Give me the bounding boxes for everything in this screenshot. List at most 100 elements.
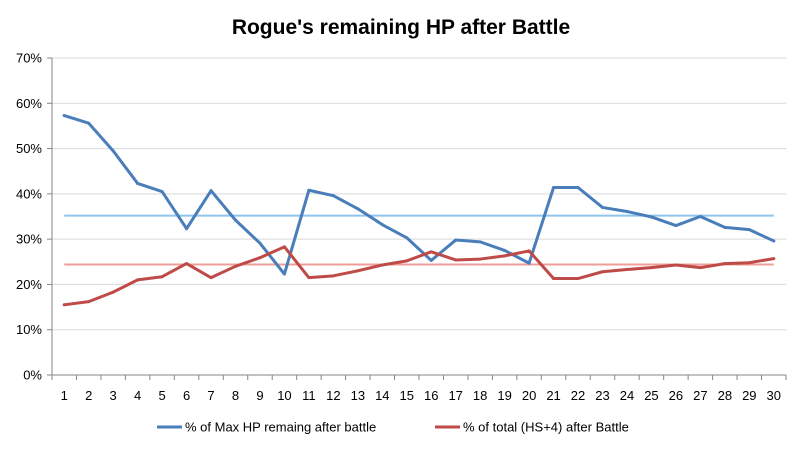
data-point — [698, 215, 702, 218]
data-point — [160, 275, 164, 279]
data-point — [209, 276, 213, 280]
data-point — [698, 266, 702, 270]
data-point — [527, 249, 531, 253]
data-point — [527, 261, 531, 265]
data-point — [552, 277, 556, 281]
data-point — [160, 190, 164, 194]
x-tick-label: 30 — [767, 388, 781, 403]
x-tick-label: 18 — [473, 388, 487, 403]
data-point — [625, 267, 629, 271]
data-point — [576, 277, 580, 281]
data-point — [380, 263, 384, 267]
data-point — [356, 207, 360, 211]
data-point — [405, 236, 409, 240]
data-point — [772, 239, 776, 243]
gridlines — [52, 57, 786, 331]
x-tick-label: 24 — [620, 388, 634, 403]
data-point — [405, 259, 409, 263]
x-tick-label: 19 — [497, 388, 511, 403]
data-point — [601, 205, 604, 209]
x-tick-label: 27 — [693, 388, 707, 403]
x-axis-ticks: 1 2 3 4 5 6 7 8 9 10 11 12 13 14 15 16 17 18 19 20 21 22 23 24 2… — [61, 388, 781, 403]
data-point — [185, 262, 189, 266]
data-point — [185, 227, 189, 231]
x-tick-label: 12 — [326, 388, 340, 403]
x-tick-label: 9 — [256, 388, 263, 403]
series-line-2 — [62, 245, 776, 307]
data-point — [331, 194, 335, 198]
x-tick-label: 10 — [277, 388, 291, 403]
data-point — [576, 186, 580, 190]
y-tick-label: 0% — [23, 368, 42, 383]
data-point — [307, 276, 311, 280]
data-point — [674, 263, 678, 267]
data-point — [723, 262, 727, 266]
y-axis-ticks: 0% 10% 20% 30% 40% 50% 60% 70% — [16, 51, 42, 383]
data-point — [234, 264, 237, 268]
data-point — [380, 223, 384, 227]
y-tick-label: 50% — [16, 141, 42, 156]
x-tick-label: 15 — [400, 388, 414, 403]
x-tick-label: 11 — [302, 388, 316, 403]
series-lines — [62, 114, 776, 307]
x-tick-label: 7 — [207, 388, 214, 403]
data-point — [503, 248, 507, 252]
data-point — [429, 250, 433, 254]
x-tick-label: 16 — [424, 388, 438, 403]
data-point — [62, 114, 66, 118]
x-tick-label: 29 — [742, 388, 756, 403]
x-tick-label: 2 — [85, 388, 92, 403]
data-point — [601, 270, 604, 274]
y-tick-label: 30% — [16, 232, 42, 247]
data-point — [747, 261, 751, 265]
data-point — [136, 181, 140, 185]
y-tick-label: 40% — [16, 186, 42, 201]
data-point — [478, 257, 482, 261]
x-tick-label: 20 — [522, 388, 536, 403]
x-tick-label: 13 — [351, 388, 365, 403]
data-point — [503, 254, 507, 258]
data-point — [111, 290, 115, 294]
legend-label: % of total (HS+4) after Battle — [463, 420, 629, 435]
x-tick-label: 8 — [232, 388, 239, 403]
x-tick-label: 5 — [158, 388, 165, 403]
data-point — [625, 210, 629, 214]
legend: % of Max HP remaing after battle % of tot… — [157, 420, 629, 435]
data-point — [282, 272, 286, 276]
legend-label: % of Max HP remaing after battle — [185, 420, 376, 435]
series-line-1 — [62, 114, 776, 276]
chart-title: Rogue's remaining HP after Battle — [232, 16, 570, 39]
x-tick-label: 1 — [61, 388, 68, 403]
data-point — [552, 186, 556, 190]
data-point — [747, 228, 751, 232]
data-point — [723, 225, 727, 229]
x-tick-label: 6 — [183, 388, 190, 403]
data-point — [429, 258, 433, 262]
data-point — [307, 188, 311, 192]
x-tick-label: 17 — [448, 388, 462, 403]
x-tick-label: 14 — [375, 388, 389, 403]
data-point — [282, 245, 286, 249]
data-point — [111, 149, 115, 153]
y-tick-label: 20% — [16, 277, 42, 292]
data-point — [136, 278, 140, 282]
data-point — [649, 215, 653, 219]
x-tick-label: 23 — [595, 388, 609, 403]
y-tick-label: 60% — [16, 96, 42, 111]
x-tick-label: 28 — [718, 388, 732, 403]
x-tick-label: 4 — [134, 388, 141, 403]
data-point — [478, 240, 482, 244]
data-point — [772, 257, 776, 261]
x-tick-label: 26 — [669, 388, 683, 403]
data-point — [234, 218, 237, 222]
data-point — [87, 121, 91, 125]
data-point — [454, 258, 458, 262]
x-tick-label: 3 — [110, 388, 117, 403]
data-point — [258, 256, 262, 260]
x-tick-label: 22 — [571, 388, 585, 403]
y-tick-label: 70% — [16, 51, 42, 66]
data-point — [258, 241, 262, 245]
data-point — [674, 224, 678, 228]
